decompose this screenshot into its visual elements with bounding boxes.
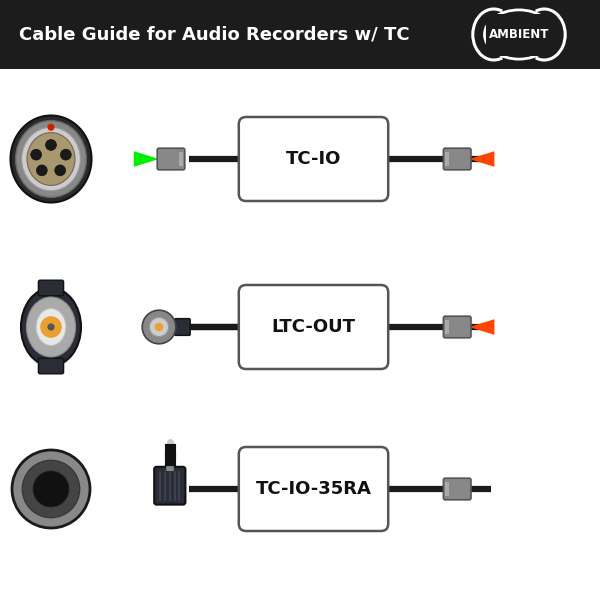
- Circle shape: [61, 149, 71, 160]
- Circle shape: [155, 323, 163, 331]
- Text: AMBIENT: AMBIENT: [489, 28, 549, 41]
- FancyBboxPatch shape: [0, 0, 600, 69]
- Ellipse shape: [27, 133, 75, 185]
- Text: Cable Guide for Audio Recorders w/ TC: Cable Guide for Audio Recorders w/ TC: [19, 25, 410, 43]
- Text: TC-IO-35RA: TC-IO-35RA: [256, 480, 371, 498]
- Text: TC-IO: TC-IO: [286, 150, 341, 168]
- Ellipse shape: [22, 127, 80, 191]
- FancyBboxPatch shape: [443, 316, 471, 338]
- Bar: [445, 320, 449, 334]
- Circle shape: [149, 317, 169, 337]
- FancyBboxPatch shape: [443, 148, 471, 170]
- Circle shape: [55, 165, 65, 176]
- FancyBboxPatch shape: [38, 358, 64, 374]
- Polygon shape: [469, 319, 494, 335]
- Bar: [179, 152, 183, 166]
- Circle shape: [46, 140, 56, 151]
- Ellipse shape: [36, 308, 66, 346]
- Bar: [445, 152, 449, 166]
- Polygon shape: [469, 151, 494, 167]
- Circle shape: [37, 165, 47, 176]
- Circle shape: [47, 124, 55, 131]
- Circle shape: [22, 460, 80, 518]
- FancyBboxPatch shape: [443, 478, 471, 500]
- Circle shape: [47, 323, 55, 331]
- Text: LTC-OUT: LTC-OUT: [271, 318, 355, 336]
- Ellipse shape: [16, 121, 86, 197]
- Bar: [445, 482, 449, 496]
- Polygon shape: [134, 151, 159, 167]
- FancyBboxPatch shape: [486, 13, 555, 55]
- FancyBboxPatch shape: [239, 285, 388, 369]
- FancyBboxPatch shape: [239, 447, 388, 531]
- FancyBboxPatch shape: [38, 280, 64, 296]
- Circle shape: [142, 310, 176, 344]
- Ellipse shape: [21, 288, 81, 366]
- FancyBboxPatch shape: [239, 117, 388, 201]
- Circle shape: [40, 316, 62, 338]
- Circle shape: [12, 450, 90, 528]
- Circle shape: [31, 149, 41, 160]
- Ellipse shape: [11, 115, 91, 202]
- FancyBboxPatch shape: [175, 319, 190, 335]
- Circle shape: [33, 471, 69, 507]
- FancyBboxPatch shape: [154, 467, 185, 505]
- FancyBboxPatch shape: [157, 148, 185, 170]
- Ellipse shape: [26, 297, 76, 357]
